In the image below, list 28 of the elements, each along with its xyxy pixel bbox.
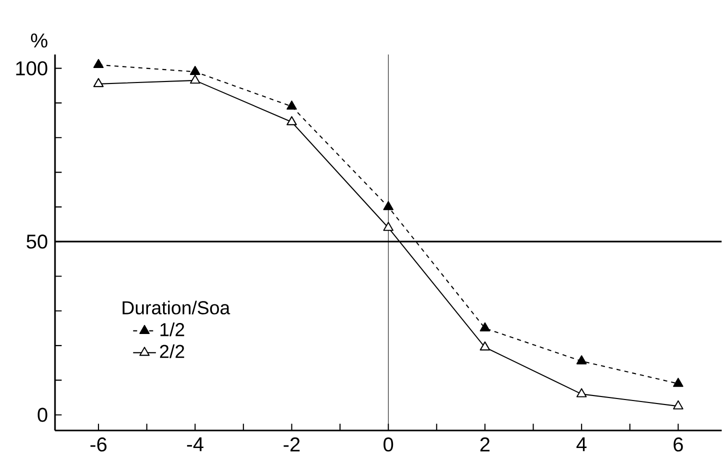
point: [480, 322, 490, 332]
x-tick-label: -2: [284, 437, 300, 452]
point: [673, 400, 684, 410]
point: [190, 66, 200, 75]
point: [576, 388, 587, 398]
legend-label: 2/2: [160, 344, 184, 358]
point: [673, 378, 684, 387]
x-tick-label: -6: [90, 437, 106, 452]
y-axis-title: %: [31, 34, 48, 48]
point: [190, 74, 200, 84]
y-tick-label: 100: [16, 61, 48, 76]
point: [383, 201, 394, 210]
x-tick-label: 4: [576, 437, 587, 452]
point: [286, 116, 297, 126]
x-tick-label: 2: [480, 437, 490, 452]
point: [93, 58, 104, 68]
x-tick-label: 6: [674, 437, 683, 452]
point: [286, 100, 297, 110]
point: [383, 222, 394, 231]
point: [576, 355, 587, 364]
y-tick-label: 0: [38, 408, 48, 422]
legend-title: Duration/Soa: [122, 300, 230, 314]
point: [93, 78, 104, 88]
x-tick-label: -4: [187, 437, 204, 452]
legend-label: 1/2: [160, 322, 184, 336]
y-tick-label: 50: [26, 234, 48, 249]
x-tick-label: 0: [384, 437, 394, 452]
point: [480, 341, 490, 350]
